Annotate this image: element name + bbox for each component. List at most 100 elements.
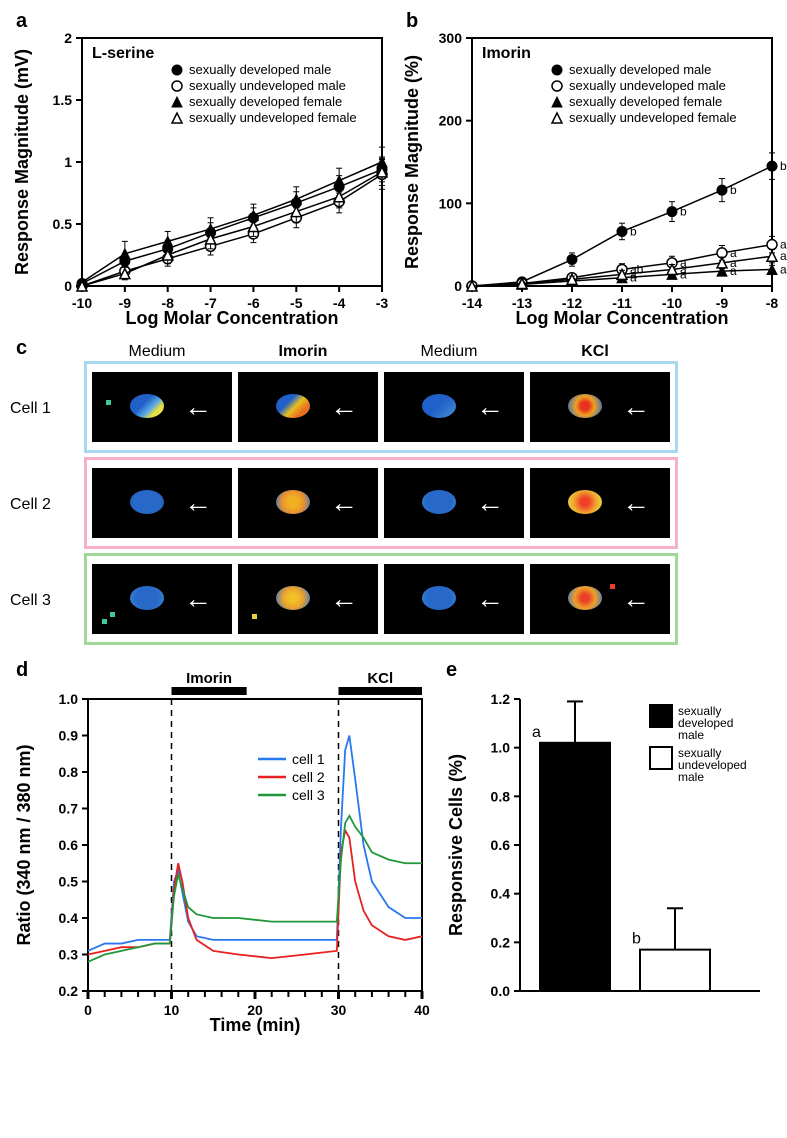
arrow-icon: ←: [476, 583, 504, 615]
svg-text:0.9: 0.9: [59, 728, 79, 744]
svg-text:sexually undeveloped male: sexually undeveloped male: [189, 78, 346, 93]
svg-text:-8: -8: [766, 295, 779, 311]
svg-text:sexually developed male: sexually developed male: [569, 62, 711, 77]
svg-text:b: b: [630, 224, 637, 238]
arrow-icon: ←: [184, 391, 212, 423]
cell-image: ←: [92, 372, 232, 442]
svg-text:0: 0: [84, 1002, 92, 1018]
svg-text:0.4: 0.4: [491, 886, 511, 902]
svg-text:sexually developed female: sexually developed female: [569, 94, 722, 109]
svg-text:Imorin: Imorin: [482, 45, 531, 62]
cell-image: ←: [238, 564, 378, 634]
svg-text:Ratio (340 nm / 380 nm): Ratio (340 nm / 380 nm): [14, 744, 34, 945]
svg-text:0: 0: [454, 278, 462, 294]
svg-text:KCl: KCl: [367, 670, 393, 687]
panel-b: b Imorin-14-13-12-11-10-9-80100200300Log…: [400, 10, 787, 335]
cell-image: ←: [238, 372, 378, 442]
cell-row-label: Cell 3: [10, 592, 80, 610]
svg-text:sexually developed female: sexually developed female: [189, 94, 342, 109]
arrow-icon: ←: [184, 583, 212, 615]
svg-text:b: b: [632, 931, 641, 948]
cell-row: ← ← ← ←: [84, 457, 678, 549]
svg-text:-14: -14: [462, 295, 482, 311]
panel-a-label: a: [16, 10, 27, 33]
svg-text:1.0: 1.0: [59, 691, 79, 707]
svg-text:0: 0: [64, 278, 72, 294]
cell-image: ←: [530, 468, 670, 538]
svg-text:Time (min): Time (min): [210, 1015, 301, 1035]
cell-image: ←: [530, 372, 670, 442]
svg-text:a: a: [532, 724, 541, 741]
svg-text:1.2: 1.2: [491, 691, 511, 707]
svg-text:cell 1: cell 1: [292, 751, 325, 767]
arrow-icon: ←: [330, 487, 358, 519]
svg-text:L-serine: L-serine: [92, 45, 154, 62]
cell-image: ←: [238, 468, 378, 538]
panel-c: c MediumImorinMediumKCl Cell 1←←←←Cell 2…: [10, 343, 777, 649]
svg-text:male: male: [678, 728, 704, 742]
svg-text:0.2: 0.2: [59, 983, 79, 999]
svg-text:a: a: [780, 262, 787, 276]
svg-text:a: a: [780, 249, 787, 263]
svg-text:sexually developed male: sexually developed male: [189, 62, 331, 77]
panel-a: a L-serine-10-9-8-7-6-5-4-300.511.52Log …: [10, 10, 400, 335]
arrow-icon: ←: [622, 487, 650, 519]
svg-text:0.8: 0.8: [491, 788, 511, 804]
svg-text:1.0: 1.0: [491, 740, 511, 756]
svg-text:40: 40: [414, 1002, 430, 1018]
cell-row: ← ← ← ←: [84, 361, 678, 453]
cell-row-label: Cell 2: [10, 496, 80, 514]
svg-text:Log Molar Concentration: Log Molar Concentration: [516, 308, 729, 328]
cell-image: ←: [384, 564, 524, 634]
panel-c-label: c: [16, 337, 27, 360]
arrow-icon: ←: [622, 583, 650, 615]
cell-image: ←: [384, 372, 524, 442]
row-de: d 0102030400.20.30.40.50.60.70.80.91.0Ti…: [10, 659, 777, 1044]
svg-text:cell 3: cell 3: [292, 787, 325, 803]
svg-text:30: 30: [331, 1002, 347, 1018]
chart-e: 0.00.20.40.60.81.01.2Responsive Cells (%…: [440, 659, 780, 1039]
cell-row-label: Cell 1: [10, 400, 80, 418]
svg-text:100: 100: [439, 195, 463, 211]
panel-c-rows: Cell 1 ← ← ← ← Cell 2 ← ← ← ← Cell 3 ← ← ← ←: [10, 361, 777, 649]
svg-text:sexually undeveloped female: sexually undeveloped female: [189, 110, 357, 125]
arrow-icon: ←: [476, 391, 504, 423]
svg-text:10: 10: [164, 1002, 180, 1018]
chart-b: Imorin-14-13-12-11-10-9-80100200300Log M…: [400, 10, 787, 330]
svg-text:0.5: 0.5: [53, 216, 73, 232]
cell-image: ←: [92, 564, 232, 634]
svg-text:Response Magnitude (mV): Response Magnitude (mV): [12, 49, 32, 275]
arrow-icon: ←: [330, 583, 358, 615]
svg-text:-10: -10: [72, 295, 92, 311]
panel-e: e 0.00.20.40.60.81.01.2Responsive Cells …: [440, 659, 780, 1044]
svg-text:Response Magnitude (%): Response Magnitude (%): [402, 55, 422, 269]
svg-text:a: a: [730, 256, 737, 270]
arrow-icon: ←: [184, 487, 212, 519]
svg-text:cell 2: cell 2: [292, 769, 325, 785]
panel-c-header: Medium: [84, 343, 230, 361]
svg-text:1: 1: [64, 154, 72, 170]
svg-text:0.6: 0.6: [59, 837, 79, 853]
panel-d: d 0102030400.20.30.40.50.60.70.80.91.0Ti…: [10, 659, 440, 1044]
chart-a: L-serine-10-9-8-7-6-5-4-300.511.52Log Mo…: [10, 10, 400, 330]
svg-text:0.5: 0.5: [59, 874, 79, 890]
svg-text:-3: -3: [376, 295, 389, 311]
svg-text:0.2: 0.2: [491, 934, 511, 950]
chart-d: 0102030400.20.30.40.50.60.70.80.91.0Time…: [10, 659, 440, 1039]
svg-text:male: male: [678, 770, 704, 784]
svg-text:Imorin: Imorin: [186, 670, 232, 687]
cell-row: ← ← ← ←: [84, 553, 678, 645]
svg-text:300: 300: [439, 30, 463, 46]
svg-text:0.8: 0.8: [59, 764, 79, 780]
svg-text:Log Molar Concentration: Log Molar Concentration: [126, 308, 339, 328]
svg-text:sexually undeveloped male: sexually undeveloped male: [569, 78, 726, 93]
arrow-icon: ←: [330, 391, 358, 423]
cell-image: ←: [384, 468, 524, 538]
figure: a L-serine-10-9-8-7-6-5-4-300.511.52Log …: [10, 10, 777, 1044]
svg-text:0.3: 0.3: [59, 947, 79, 963]
svg-text:sexually undeveloped female: sexually undeveloped female: [569, 110, 737, 125]
svg-text:b: b: [730, 183, 737, 197]
svg-text:a: a: [680, 262, 687, 276]
svg-text:1.5: 1.5: [53, 92, 73, 108]
arrow-icon: ←: [622, 391, 650, 423]
